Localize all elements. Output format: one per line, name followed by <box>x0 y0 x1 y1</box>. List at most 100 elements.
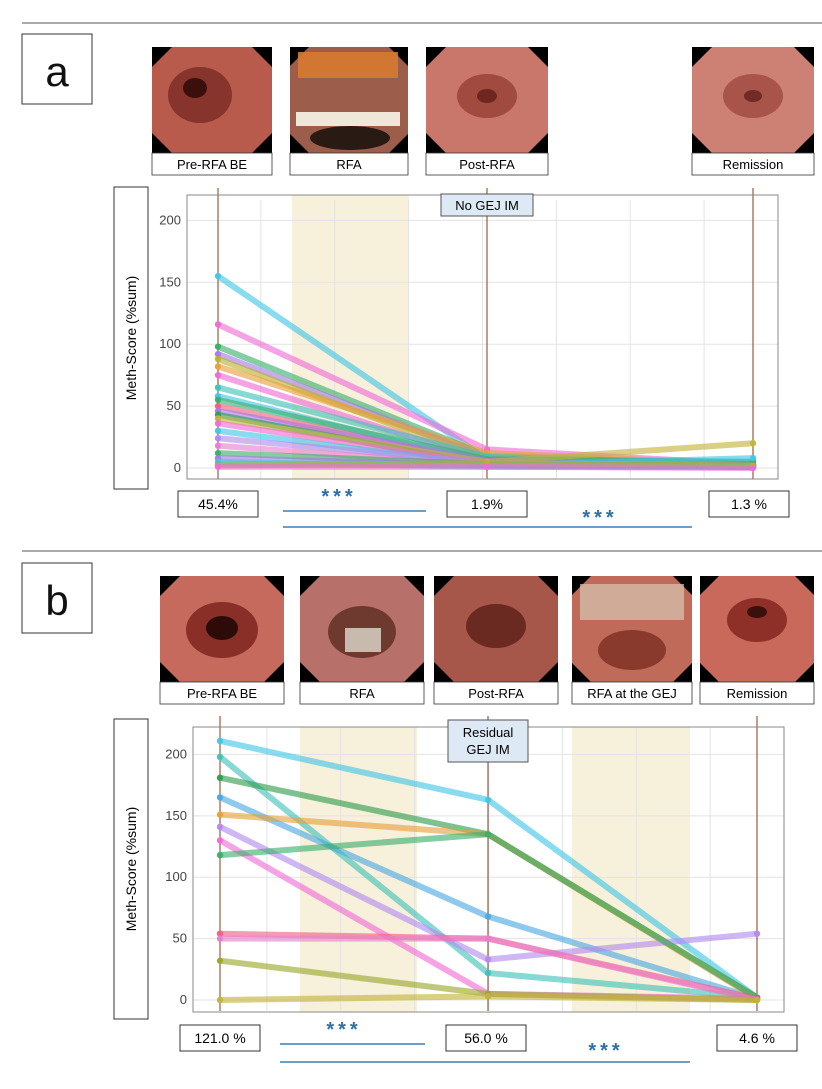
endoscopy-image-pre-rfa-b <box>160 576 284 682</box>
data-point-plot-b-11-0 <box>216 996 224 1004</box>
svg-text:121.0 %: 121.0 % <box>194 1030 245 1046</box>
data-point-plot-a-5-0 <box>214 363 222 370</box>
data-point-plot-a-23-1 <box>483 463 491 470</box>
summary-value-a-2: 1.3 % <box>708 490 790 518</box>
endoscopy-image-remission-b <box>700 576 814 682</box>
data-point-plot-b-9-1 <box>484 935 492 942</box>
condition-tag-a: No GEJ IM <box>440 193 534 217</box>
data-point-plot-a-9-0 <box>214 396 222 404</box>
svg-text:RFA: RFA <box>349 686 375 701</box>
summary-value-b-0: 121.0 % <box>179 1024 261 1052</box>
data-point-plot-b-0-1 <box>484 796 492 804</box>
summary-value-b-1: 56.0 % <box>445 1024 527 1052</box>
significance-a-0: *** <box>321 486 356 508</box>
data-point-plot-b-9-0 <box>216 935 224 942</box>
svg-text:Remission: Remission <box>727 686 788 701</box>
significance-a-1: *** <box>582 507 617 529</box>
svg-text:1.3 %: 1.3 % <box>731 496 767 512</box>
svg-text:RFA at the GEJ: RFA at the GEJ <box>587 686 677 701</box>
endoscopy-image-rfa-b <box>300 576 424 682</box>
summary-value-a-0: 45.4% <box>177 490 259 518</box>
plot-area-a: 0 50 100 150 200 <box>159 188 779 480</box>
svg-text:No GEJ IM: No GEJ IM <box>455 198 519 213</box>
y-tick-label-plot-a-4: 200 <box>159 212 181 227</box>
y-axis-label-box-a <box>113 186 149 490</box>
data-point-plot-b-6-0 <box>216 837 224 844</box>
data-point-plot-a-14-0 <box>214 420 222 427</box>
data-point-plot-a-3-0 <box>214 350 222 358</box>
y-tick-label-plot-b-4: 200 <box>165 746 187 761</box>
data-point-plot-b-11-1 <box>484 993 492 1000</box>
y-tick-label-plot-a-3: 150 <box>159 274 181 289</box>
y-tick-label-plot-b-2: 100 <box>165 869 187 884</box>
data-point-plot-b-0-0 <box>216 737 224 745</box>
data-point-plot-a-13-2 <box>749 440 757 447</box>
svg-text:Post-RFA: Post-RFA <box>468 686 524 701</box>
data-point-plot-b-2-0 <box>216 774 224 781</box>
data-point-plot-b-1-0 <box>216 753 224 761</box>
plot-area-b: 0 50 100 150 200 <box>165 716 785 1013</box>
panel-a-label-box <box>21 33 93 105</box>
stage-label-b-4: Remission <box>699 681 815 705</box>
significance-b-0: *** <box>326 1019 361 1041</box>
endoscopy-image-remission <box>692 47 814 153</box>
data-point-plot-b-5-1 <box>484 956 492 963</box>
data-point-plot-b-7-1 <box>484 831 492 838</box>
y-axis-label-box-b <box>113 718 149 1020</box>
data-point-plot-b-3-1 <box>484 913 492 920</box>
stage-label-b-1: RFA <box>299 681 425 705</box>
svg-text:Residual: Residual <box>463 725 514 740</box>
data-point-plot-b-1-1 <box>484 969 492 977</box>
data-point-plot-b-3-0 <box>216 794 224 801</box>
svg-text:Remission: Remission <box>723 157 784 172</box>
data-point-plot-a-2-0 <box>214 343 222 350</box>
stage-label-a-3: Remission <box>691 152 815 176</box>
y-axis-label-b: Meth-Score (%sum) <box>123 807 139 931</box>
stage-label-b-3: RFA at the GEJ <box>571 681 693 705</box>
data-point-plot-a-6-0 <box>214 371 222 379</box>
svg-text:Pre-RFA BE: Pre-RFA BE <box>177 157 247 172</box>
y-tick-label-plot-a-0: 0 <box>174 460 181 475</box>
data-point-plot-a-23-0 <box>214 463 222 470</box>
panel-a-label: a <box>45 48 69 95</box>
data-point-plot-a-0-0 <box>214 272 222 280</box>
data-point-plot-a-18-0 <box>214 449 222 457</box>
svg-text:4.6 %: 4.6 % <box>739 1030 775 1046</box>
data-point-plot-a-17-0 <box>214 442 222 449</box>
stage-label-a-1: RFA <box>289 152 409 176</box>
stage-label-a-2: Post-RFA <box>425 152 549 176</box>
data-point-plot-a-23-2 <box>749 464 757 472</box>
svg-text:Pre-RFA BE: Pre-RFA BE <box>187 686 257 701</box>
endoscopy-image-post-rfa-b <box>434 576 558 682</box>
panel-b: b <box>21 562 815 1063</box>
stage-label-b-2: Post-RFA <box>433 681 559 705</box>
y-tick-label-plot-b-0: 0 <box>180 992 187 1007</box>
y-tick-label-plot-b-3: 150 <box>165 808 187 823</box>
data-point-plot-a-15-0 <box>214 427 222 435</box>
panel-b-label: b <box>45 577 68 624</box>
y-axis-label-a: Meth-Score (%sum) <box>123 276 139 400</box>
data-point-plot-b-7-0 <box>216 851 224 859</box>
data-point-plot-b-8-0 <box>216 930 224 937</box>
endoscopy-image-rfa <box>290 47 408 153</box>
panel-a: a Pre-RFA B <box>21 33 815 529</box>
panel-b-label-box <box>21 562 93 634</box>
condition-tag-b: Residual GEJ IM <box>447 719 529 763</box>
endoscopy-image-rfa-gej-b <box>572 576 692 682</box>
stage-label-a-0: Pre-RFA BE <box>151 152 273 176</box>
svg-text:Post-RFA: Post-RFA <box>459 157 515 172</box>
data-point-plot-a-1-0 <box>214 321 222 328</box>
svg-text:RFA: RFA <box>336 157 362 172</box>
data-point-plot-b-4-0 <box>216 811 224 818</box>
significance-b-1: *** <box>588 1040 623 1062</box>
svg-text:45.4%: 45.4% <box>198 496 238 512</box>
data-point-plot-b-5-0 <box>216 823 224 831</box>
stage-label-b-0: Pre-RFA BE <box>159 681 285 705</box>
data-point-plot-a-10-0 <box>214 402 222 410</box>
data-point-plot-b-10-0 <box>216 957 224 964</box>
data-point-plot-a-4-0 <box>214 355 222 363</box>
y-tick-label-plot-a-2: 100 <box>159 336 181 351</box>
endoscopy-image-post-rfa <box>426 47 548 153</box>
y-tick-label-plot-b-1: 50 <box>173 931 187 946</box>
